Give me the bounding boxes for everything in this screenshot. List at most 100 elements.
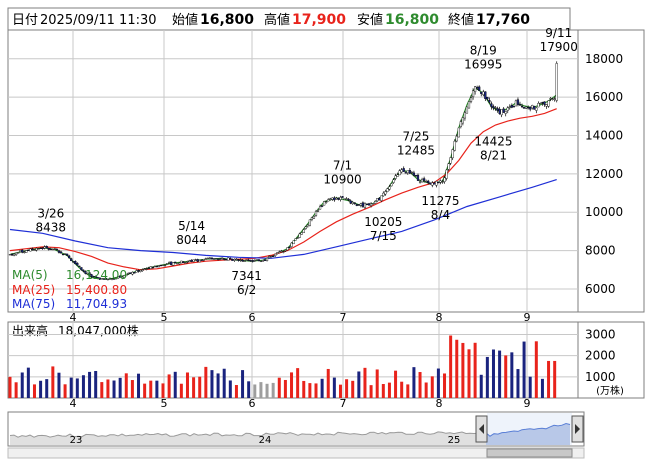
candle-body (253, 260, 256, 262)
candle-body (37, 248, 40, 250)
candle-body (278, 251, 281, 253)
volume-bar (504, 355, 508, 398)
navigator-current-area (486, 423, 570, 445)
month-tick-label: 5 (161, 397, 168, 410)
volume-bar (412, 367, 416, 398)
ma75-value: 11,704.93 (66, 297, 127, 311)
candle-body (445, 169, 448, 179)
candle-body (306, 224, 309, 227)
candle-body (63, 253, 67, 255)
candle-body (194, 259, 197, 261)
candle-body (310, 217, 314, 220)
candle-body (404, 172, 407, 174)
volume-bar (485, 356, 489, 398)
candle-body (245, 259, 248, 261)
candle-body (449, 157, 452, 164)
candle-body (488, 100, 491, 103)
candle-body (23, 251, 26, 254)
candle-body (345, 198, 348, 200)
candle-body (463, 112, 467, 119)
volume-bar (443, 373, 447, 398)
volume-bar (100, 382, 104, 398)
candle-body (147, 267, 150, 269)
candle-body (437, 181, 440, 184)
month-tick-label: 4 (70, 311, 77, 324)
candle-body (151, 266, 154, 269)
candle-body (296, 237, 299, 239)
ma-line (9, 108, 557, 271)
volume-bar (57, 372, 61, 398)
volume-bar (210, 370, 214, 398)
volume-bar (155, 380, 159, 398)
candle-body (235, 258, 238, 260)
candle-body (168, 262, 171, 264)
candle-body (208, 257, 212, 259)
candle-body (333, 197, 336, 201)
volume-bar (161, 383, 165, 398)
volume-bar (467, 349, 471, 398)
candle-body (431, 182, 434, 186)
volume-bar (112, 380, 116, 398)
annotation-value: 10900 (323, 172, 361, 186)
nav-label-24: 24 (259, 435, 272, 446)
candle-body (104, 277, 107, 280)
candle-body (471, 90, 475, 98)
candle-body (96, 277, 99, 279)
candle-body (190, 259, 193, 262)
volume-bar (436, 368, 440, 398)
candle-body (282, 251, 285, 253)
candle-body (8, 254, 12, 256)
volume-bar (522, 341, 526, 398)
navigator-history-line (9, 431, 487, 438)
candle-body (55, 249, 59, 251)
month-tick-label: 6 (249, 397, 256, 410)
candle-body (331, 197, 334, 200)
candle-body (127, 272, 130, 275)
volume-bar (198, 376, 202, 398)
volume-bar (88, 371, 92, 398)
price-x-axis: 4 5 6 7 8 9 (70, 311, 531, 324)
navigator-left-handle[interactable] (475, 415, 488, 443)
candle-body (341, 196, 344, 198)
candlestick-series (8, 61, 558, 281)
candle-body (510, 105, 513, 108)
ma25-label: MA(25) (12, 283, 55, 297)
candle-body (535, 107, 538, 111)
navigator-scrollbar-thumb[interactable] (486, 448, 573, 458)
candle-body (418, 181, 422, 183)
volume-tick-label: 1000 (585, 370, 616, 384)
candle-body (229, 258, 232, 260)
volume-bar (283, 379, 287, 398)
datetime-value: 2025/09/11 11:30 (40, 13, 157, 28)
month-tick-label: 9 (524, 311, 531, 324)
volume-bar (516, 369, 520, 398)
candle-body (47, 248, 50, 250)
candle-body (518, 104, 522, 106)
chevron-right-icon (575, 424, 580, 434)
candle-body (182, 261, 185, 263)
candle-body (180, 260, 183, 264)
candle-body (288, 246, 291, 248)
annotation-date: 8/4 (431, 208, 450, 222)
candle-body (61, 253, 65, 256)
close-label: 終値 (448, 12, 474, 28)
candle-body (112, 278, 116, 280)
month-tick-label: 7 (340, 311, 347, 324)
navigator-right-handle[interactable] (571, 415, 584, 443)
volume-bar (387, 382, 391, 398)
low-value: 16,800 (385, 12, 439, 28)
candle-body (555, 63, 558, 101)
navigator-scrollbar-track[interactable] (7, 447, 585, 459)
annotation-date: 5/14 (178, 219, 205, 233)
candle-body (35, 248, 38, 251)
candle-body (210, 257, 214, 260)
volume-bar (363, 367, 367, 398)
volume-bar (302, 380, 306, 398)
candle-body (145, 268, 148, 270)
candle-body (494, 107, 497, 109)
volume-bar (137, 373, 141, 398)
volume-bar (241, 370, 245, 398)
volume-bar (510, 352, 514, 398)
candle-body (141, 269, 144, 272)
nav-label-25: 25 (448, 435, 461, 446)
